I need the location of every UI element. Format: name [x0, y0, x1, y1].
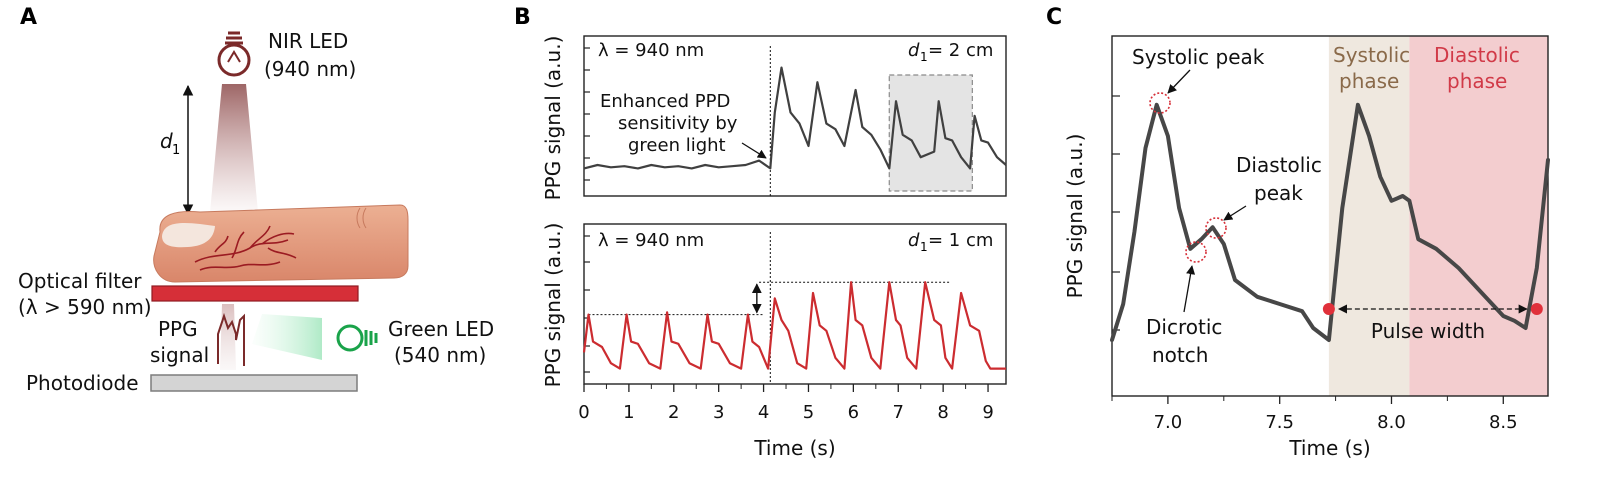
b-x-tick-label: 8: [937, 402, 948, 423]
green-led-bulb-icon: [336, 324, 378, 352]
systolic-peak-arrow: [1167, 69, 1191, 94]
c-x-tick-label: 7.0: [1154, 412, 1183, 433]
series-line-b-top: [583, 66, 1007, 170]
systolic-peak-label: Systolic peak: [1132, 45, 1265, 69]
c-x-tick-label: 7.5: [1265, 412, 1294, 433]
diastolic-peak-label-1: Diastolic: [1236, 153, 1322, 177]
green-led-label: Green LED: [388, 317, 494, 341]
b-annotation-line-2: sensitivity by: [618, 113, 738, 134]
diastolic-phase-label-2: phase: [1447, 69, 1507, 93]
panel-c-x-ticks: 7.0 7.5 8.0 8.5: [1111, 396, 1518, 433]
panel-a: A NIR LED (940 nm) d 1: [18, 5, 494, 395]
b-bottom-distance-sub: 1: [920, 240, 928, 254]
b-bottom-distance-symbol: d: [908, 230, 920, 251]
c-xlabel: Time (s): [1288, 436, 1370, 460]
panel-b: B λ = 940 nm d 1 = 2 cm Enhanced PPD sen…: [514, 5, 1007, 460]
panel-b-top-axes: λ = 940 nm d 1 = 2 cm Enhanced PPD sensi…: [583, 35, 1007, 197]
series-line-b-bottom: [582, 281, 1006, 370]
dicrotic-notch-marker: [1185, 241, 1207, 263]
ppg-signal-beam: [220, 304, 236, 370]
nir-led-bulb-icon: [217, 31, 251, 77]
finger-creases: [356, 207, 367, 229]
panel-a-label: A: [20, 5, 37, 30]
panel-b-bottom-frame: [583, 223, 1007, 385]
pulse-width-label: Pulse width: [1371, 319, 1485, 343]
photodiode-bar: [150, 374, 358, 392]
b-bottom-distance-value: = 1 cm: [928, 230, 993, 251]
diastolic-phase-region: [1409, 36, 1548, 396]
b-bottom-ylabel: PPG signal (a.u.): [541, 223, 565, 388]
filter-spec-label: (λ > 590 nm): [18, 295, 152, 319]
b-x-tick-label: 2: [668, 402, 679, 423]
dicrotic-notch-label-2: notch: [1152, 343, 1208, 367]
b-x-tick-label: 5: [803, 402, 814, 423]
green-wavelength-label: (540 nm): [394, 343, 486, 367]
b-top-distance-sub: 1: [920, 50, 928, 64]
c-ylabel: PPG signal (a.u.): [1063, 134, 1087, 299]
d1-subscript: 1: [172, 143, 180, 158]
panel-b-top-frame: [583, 35, 1007, 197]
b-x-tick-label: 9: [982, 402, 993, 423]
b-top-ylabel: PPG signal (a.u.): [541, 36, 565, 201]
ppg-signal-label-1: PPG: [158, 317, 198, 341]
finger-illustration: [153, 204, 409, 283]
panel-b-x-ticks: 0 1 2 3 4 5 6 7 8 9: [578, 384, 994, 423]
pulse-end-marker: [1530, 303, 1543, 315]
dicrotic-notch-arrow: [1183, 265, 1196, 313]
b-bottom-wavelength: λ = 940 nm: [598, 230, 704, 251]
b-x-tick-label: 3: [713, 402, 724, 423]
diastolic-peak-arrow: [1223, 205, 1247, 221]
b-x-tick-label: 6: [848, 402, 859, 423]
nir-led-label: NIR LED: [268, 29, 348, 53]
systolic-phase-label-1: Systolic: [1333, 43, 1410, 67]
ppg-signal-waveform-icon: [217, 312, 245, 366]
c-x-tick-label: 8.5: [1489, 412, 1518, 433]
dicrotic-notch-label-1: Dicrotic: [1146, 315, 1222, 339]
optical-filter-label: Optical filter: [18, 269, 142, 293]
series-line-c: [1110, 102, 1550, 342]
fingernail: [162, 223, 215, 248]
photodiode-label: Photodiode: [26, 371, 139, 395]
panel-b-top-y-ticks: [584, 47, 590, 181]
b-annotation-arrow: [741, 142, 767, 159]
blood-vessels-icon: [194, 225, 297, 271]
ppg-signal-label-2: signal: [150, 343, 209, 367]
b-annotation-line-1: Enhanced PPD: [600, 91, 730, 112]
b-x-tick-label: 4: [758, 402, 769, 423]
panel-c-frame: [1111, 35, 1549, 397]
nir-light-beam: [210, 84, 258, 212]
panel-c-y-ticks: [1112, 95, 1120, 331]
b-x-tick-label: 0: [578, 402, 589, 423]
b-x-tick-label: 7: [893, 402, 904, 423]
b-annotation-line-3: green light: [628, 135, 726, 156]
diastolic-peak-marker: [1205, 217, 1227, 239]
b-top-distance-symbol: d: [908, 40, 920, 61]
panel-c: C 7.0 7.5 8.0 8.5 Systolic peak Diastolic p…: [1046, 5, 1550, 460]
panel-b-label: B: [514, 5, 531, 30]
diastolic-phase-label-1: Diastolic: [1434, 43, 1520, 67]
b-xlabel: Time (s): [753, 436, 835, 460]
b-x-tick-label: 1: [623, 402, 634, 423]
panel-b-bottom-axes: λ = 940 nm d 1 = 1 cm 0 1 2 3 4 5 6 7 8 9: [578, 223, 1007, 423]
b-top-distance-value: = 2 cm: [928, 40, 993, 61]
b-top-wavelength: λ = 940 nm: [598, 40, 704, 61]
green-light-beam: [252, 314, 322, 360]
pulse-start-marker: [1322, 303, 1335, 315]
systolic-phase-label-2: phase: [1339, 69, 1399, 93]
panel-c-label: C: [1046, 5, 1062, 30]
diastolic-peak-label-2: peak: [1254, 181, 1303, 205]
nir-wavelength-label: (940 nm): [264, 57, 356, 81]
systolic-peak-marker: [1149, 92, 1171, 114]
optical-filter-bar: [151, 285, 359, 302]
d1-label: d: [160, 129, 173, 153]
c-x-tick-label: 8.0: [1377, 412, 1406, 433]
